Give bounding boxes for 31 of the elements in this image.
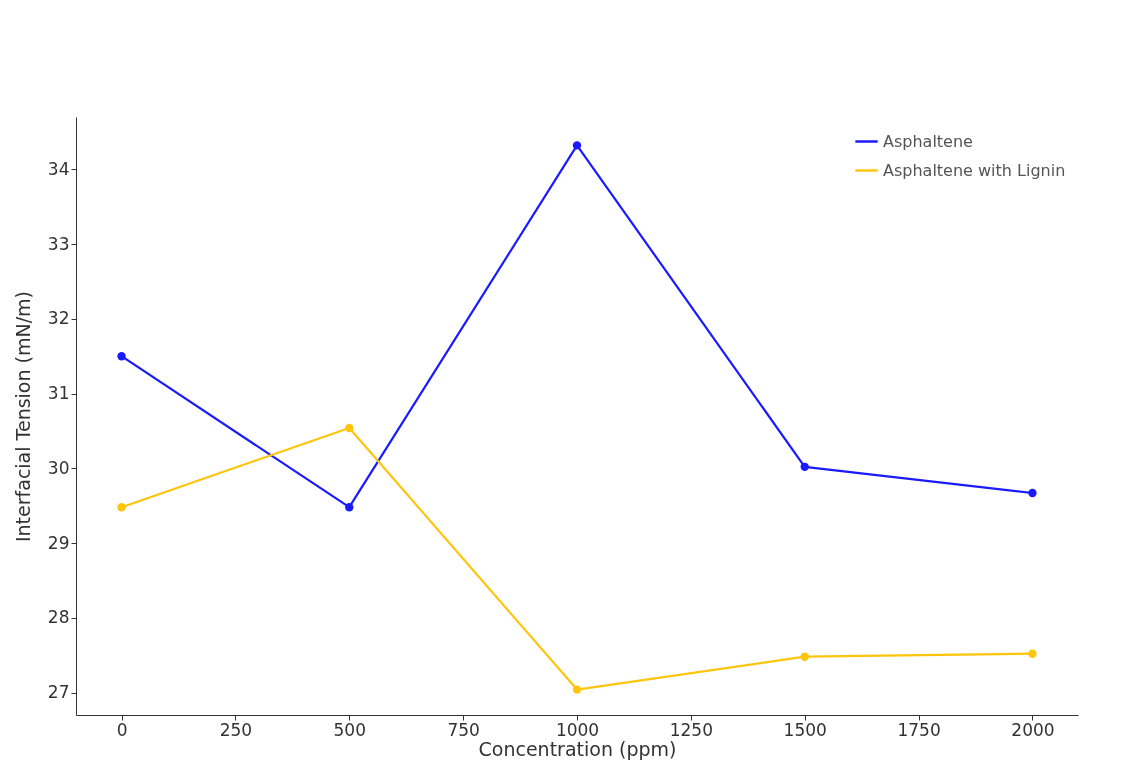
y-tick-label: 33: [47, 233, 70, 254]
point: [1028, 488, 1037, 498]
point: [800, 652, 809, 661]
y-tick-label: 28: [47, 607, 70, 628]
x-tick-label: 1250: [669, 719, 713, 740]
point: [117, 352, 126, 361]
y-tick-label: 30: [47, 457, 70, 478]
point: [572, 141, 582, 150]
legend-label: Asphaltene: [883, 131, 973, 151]
y-tick-label: 31: [47, 383, 70, 404]
point: [1028, 649, 1037, 658]
y-axis-title: Interfacial Tension (mN/m): [11, 290, 34, 543]
point: [117, 503, 126, 512]
point: [572, 685, 582, 694]
x-tick-label: 1750: [897, 719, 941, 740]
point: [800, 462, 809, 471]
legend-label: Asphaltene with Lignin: [883, 160, 1066, 180]
x-tick-label: 0: [116, 719, 128, 740]
x-tick-label: 500: [333, 719, 366, 740]
y-tick-label: 32: [47, 308, 70, 329]
point: [345, 423, 354, 433]
point: [345, 503, 354, 512]
x-tick-label: 250: [219, 719, 253, 740]
x-axis-title: Concentration (ppm): [478, 737, 677, 760]
y-tick-label: 34: [47, 158, 70, 179]
x-tick-label: 1000: [555, 719, 600, 740]
x-tick-label: 750: [447, 719, 480, 740]
x-tick-label: 2000: [1011, 719, 1055, 740]
y-tick-label: 27: [47, 682, 70, 703]
y-tick-label: 29: [47, 532, 70, 553]
x-tick-label: 1500: [783, 719, 827, 740]
